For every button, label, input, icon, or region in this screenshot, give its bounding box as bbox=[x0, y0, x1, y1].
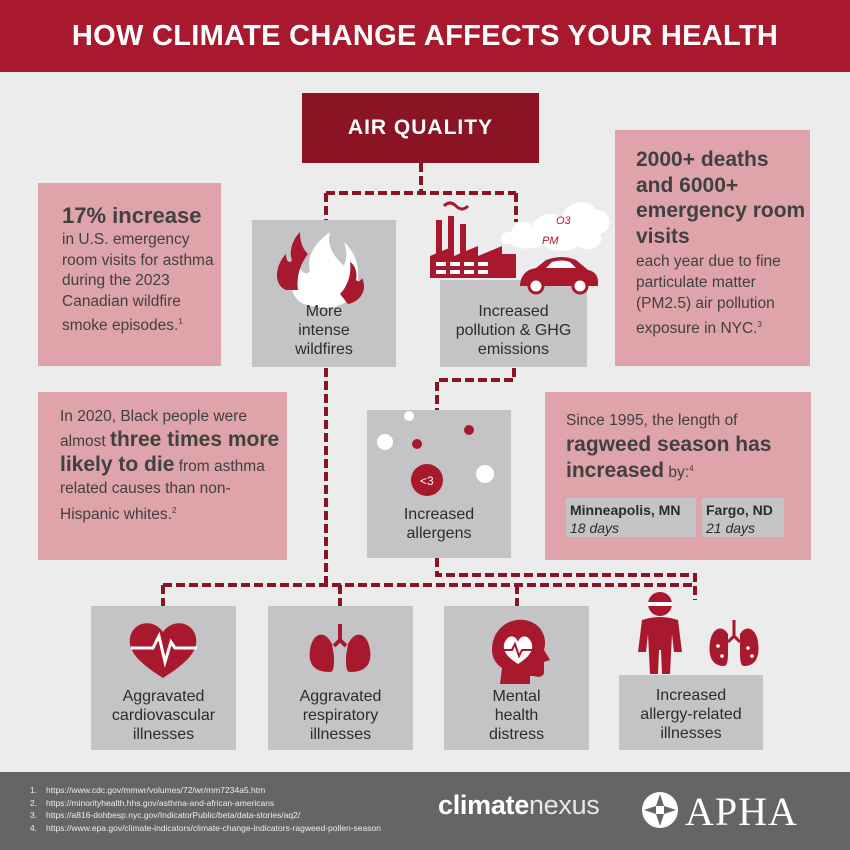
cause-label: More intense wildfires bbox=[295, 303, 353, 358]
fact-pre: Since 1995, the length of bbox=[566, 412, 738, 429]
outcome-cardiovascular: Aggravated cardiovascular illnesses bbox=[91, 606, 236, 750]
lungs-icon bbox=[309, 624, 371, 672]
apha-seal-icon bbox=[642, 792, 678, 828]
factory-car-icon: O3 PM bbox=[430, 201, 610, 295]
reference-link[interactable]: https://a816-dohbesp.nyc.gov/IndicatorPu… bbox=[46, 810, 301, 820]
fact-ref: 2 bbox=[172, 506, 177, 515]
fact-headline: 2000+ deaths and 6000+ emergency room vi… bbox=[636, 148, 806, 248]
city-minneapolis: Minneapolis, MN 18 days bbox=[566, 498, 696, 537]
head-heart-icon bbox=[492, 619, 550, 684]
fact-post: by: bbox=[668, 464, 690, 482]
outcome-allergy: Increased allergy-related illnesses bbox=[619, 675, 763, 750]
fact-ref: 4 bbox=[689, 464, 694, 473]
fact-highlight: ragweed season has increased bbox=[566, 433, 772, 483]
outcome-label: Aggravated respiratory illnesses bbox=[299, 688, 382, 743]
city-name: Fargo, ND bbox=[706, 502, 773, 518]
outcome-mental: Mental health distress bbox=[444, 606, 589, 750]
air-quality-box: AIR QUALITY bbox=[302, 93, 539, 163]
cause-label: Increased pollution & GHG emissions bbox=[455, 303, 572, 358]
fact-pre: In 2020, Black people were almost bbox=[60, 408, 247, 450]
apha-logo: APHA bbox=[685, 789, 798, 834]
air-quality-label: AIR QUALITY bbox=[347, 116, 494, 139]
fact-black-asthma: In 2020, Black people were almost three … bbox=[38, 392, 287, 560]
fact-headline: 17% increase bbox=[62, 203, 202, 228]
fact-body: in U.S. emergency room visits for asthma… bbox=[62, 231, 214, 335]
svg-text:<3: <3 bbox=[420, 474, 434, 488]
cause-allergens: <3 Increased allergens bbox=[367, 410, 511, 558]
city-name: Minneapolis, MN bbox=[570, 502, 681, 518]
footer bbox=[0, 772, 850, 850]
reference-item: 2. https://minorityhealth.hhs.gov/asthma-… bbox=[30, 797, 275, 808]
city-fargo: Fargo, ND 21 days bbox=[702, 498, 784, 537]
fact-nyc-pm: 2000+ deaths and 6000+ emergency room vi… bbox=[615, 130, 810, 366]
outcome-respiratory: Aggravated respiratory illnesses bbox=[268, 606, 413, 750]
fact-asthma-wildfire: 17% increase in U.S. emergency room visi… bbox=[38, 183, 221, 366]
fact-highlight: three times more likely to die bbox=[60, 428, 280, 476]
fact-ref: 1 bbox=[178, 317, 183, 326]
reference-list: 1. https://www.cdc.gov/mmwr/volumes/72/wr… bbox=[30, 784, 381, 834]
outcome-label: Increased allergy-related illnesses bbox=[640, 687, 742, 742]
cause-pollution: Increased pollution & GHG emissions bbox=[440, 280, 587, 367]
reference-item: 1. https://www.cdc.gov/mmwr/volumes/72/wr… bbox=[30, 785, 266, 795]
fact-body: each year due to fine particulate matter… bbox=[636, 253, 781, 338]
cause-wildfires: More intense wildfires bbox=[252, 220, 396, 367]
outcome-label: Aggravated cardiovascular illnesses bbox=[111, 688, 216, 743]
heart-icon bbox=[129, 623, 197, 678]
outcome-label: Mental health distress bbox=[488, 688, 545, 743]
reference-link[interactable]: https://www.epa.gov/climate-indicators/c… bbox=[46, 822, 381, 833]
cause-label: Increased allergens bbox=[403, 506, 475, 542]
page-title: HOW CLIMATE CHANGE AFFECTS YOUR HEALTH bbox=[71, 19, 779, 52]
cloud-label: O3 bbox=[556, 215, 572, 227]
fire-icon bbox=[276, 232, 365, 308]
fact-ref: 3 bbox=[757, 320, 762, 329]
person-lungs-icon bbox=[638, 592, 759, 674]
reference-item: 3. https://a816-dohbesp.nyc.gov/Indicator… bbox=[30, 810, 301, 820]
reference-link[interactable]: https://minorityhealth.hhs.gov/asthma-an… bbox=[46, 797, 275, 808]
climate-nexus-logo: climatenexus bbox=[438, 790, 600, 820]
reference-item: 4. https://www.epa.gov/climate-indicators… bbox=[30, 822, 381, 833]
cloud-label: PM bbox=[542, 235, 559, 247]
city-days: 18 days bbox=[570, 520, 620, 536]
page-header: HOW CLIMATE CHANGE AFFECTS YOUR HEALTH bbox=[0, 0, 850, 72]
fact-post: from asthma related causes than non-Hisp… bbox=[60, 458, 265, 524]
reference-link[interactable]: https://www.cdc.gov/mmwr/volumes/72/wr/m… bbox=[46, 785, 266, 795]
fact-ragweed: Since 1995, the length of ragweed season… bbox=[545, 392, 811, 560]
city-days: 21 days bbox=[706, 520, 756, 536]
allergen-icon: <3 bbox=[377, 411, 494, 496]
